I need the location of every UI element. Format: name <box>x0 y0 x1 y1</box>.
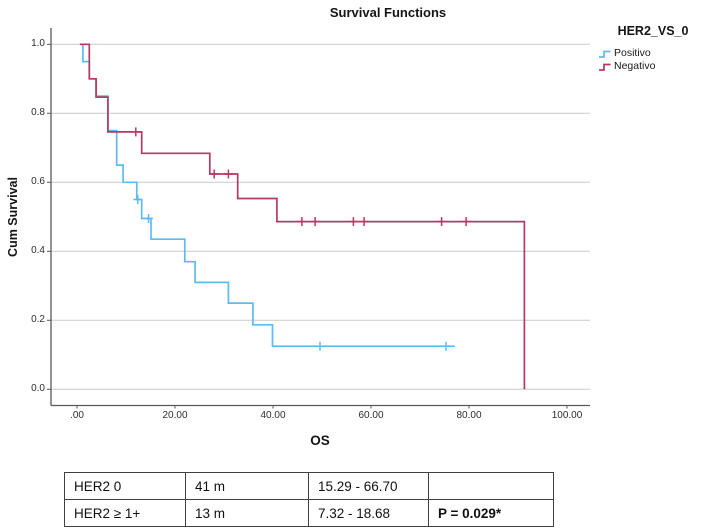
censor-mark-positivo <box>441 341 451 351</box>
censor-mark-negativo <box>297 217 307 227</box>
legend-label-negativo: Negativo <box>614 60 656 72</box>
table-cell-pvalue <box>428 472 554 500</box>
censor-mark-negativo <box>310 217 320 227</box>
censor-mark-negativo <box>437 217 447 227</box>
table-cell-pvalue: P = 0.029* <box>428 499 554 527</box>
y-tick-label: 1.0 <box>31 37 45 49</box>
step-line-swatch-negativo-icon <box>599 63 611 71</box>
x-tick-label: 60.00 <box>358 410 384 421</box>
censor-mark-negativo <box>209 169 219 179</box>
x-tick-label: 20.00 <box>162 410 188 421</box>
table-row: HER2 ≥ 1+ 13 m 7.32 - 18.68 P = 0.029* <box>64 499 554 527</box>
y-tick-label: 0.8 <box>31 106 45 118</box>
median-survival-table: HER2 0 41 m 15.29 - 66.70 HER2 ≥ 1+ 13 m… <box>64 472 554 527</box>
y-tick-label: 0.6 <box>31 175 45 187</box>
censor-mark-positivo <box>144 214 153 223</box>
legend: HER2_VS_0 Positivo Negativo <box>598 24 708 73</box>
table-cell-median: 13 m <box>185 499 309 527</box>
step-line-swatch-positivo-icon <box>599 50 611 58</box>
y-tick-label: 0.0 <box>31 382 45 394</box>
chart-title: Survival Functions <box>329 5 447 20</box>
censor-mark-negativo <box>461 217 471 227</box>
table-cell-median: 41 m <box>185 472 309 500</box>
censor-mark-negativo <box>359 217 369 227</box>
censor-mark-positivo <box>315 341 325 351</box>
x-tick-label: 40.00 <box>260 410 286 421</box>
legend-title: HER2_VS_0 <box>617 24 689 38</box>
x-axis-title: OS <box>310 433 330 448</box>
censor-mark-negativo <box>223 169 233 179</box>
x-tick-label: 80.00 <box>456 410 482 421</box>
table-cell-group: HER2 0 <box>64 472 186 500</box>
x-tick-label: .00 <box>70 410 84 421</box>
survival-curve-positivo <box>79 43 455 348</box>
survival-curve-negativo <box>79 43 526 390</box>
y-tick-label: 0.4 <box>31 244 45 256</box>
table-cell-group: HER2 ≥ 1+ <box>64 499 186 527</box>
legend-item-negativo: Negativo <box>598 60 708 73</box>
x-tick-label: 100.00 <box>551 410 583 421</box>
table-row: HER2 0 41 m 15.29 - 66.70 <box>64 472 554 500</box>
y-tick-label: 0.2 <box>31 313 45 325</box>
table-cell-ci: 7.32 - 18.68 <box>308 499 429 527</box>
legend-item-positivo: Positivo <box>598 47 708 60</box>
censor-mark-negativo <box>348 217 358 227</box>
table-cell-ci: 15.29 - 66.70 <box>308 472 429 500</box>
y-axis-title: Cum Survival <box>6 177 20 257</box>
censor-mark-positivo <box>133 195 143 204</box>
censor-mark-negativo <box>131 127 141 137</box>
legend-label-positivo: Positivo <box>614 47 651 59</box>
